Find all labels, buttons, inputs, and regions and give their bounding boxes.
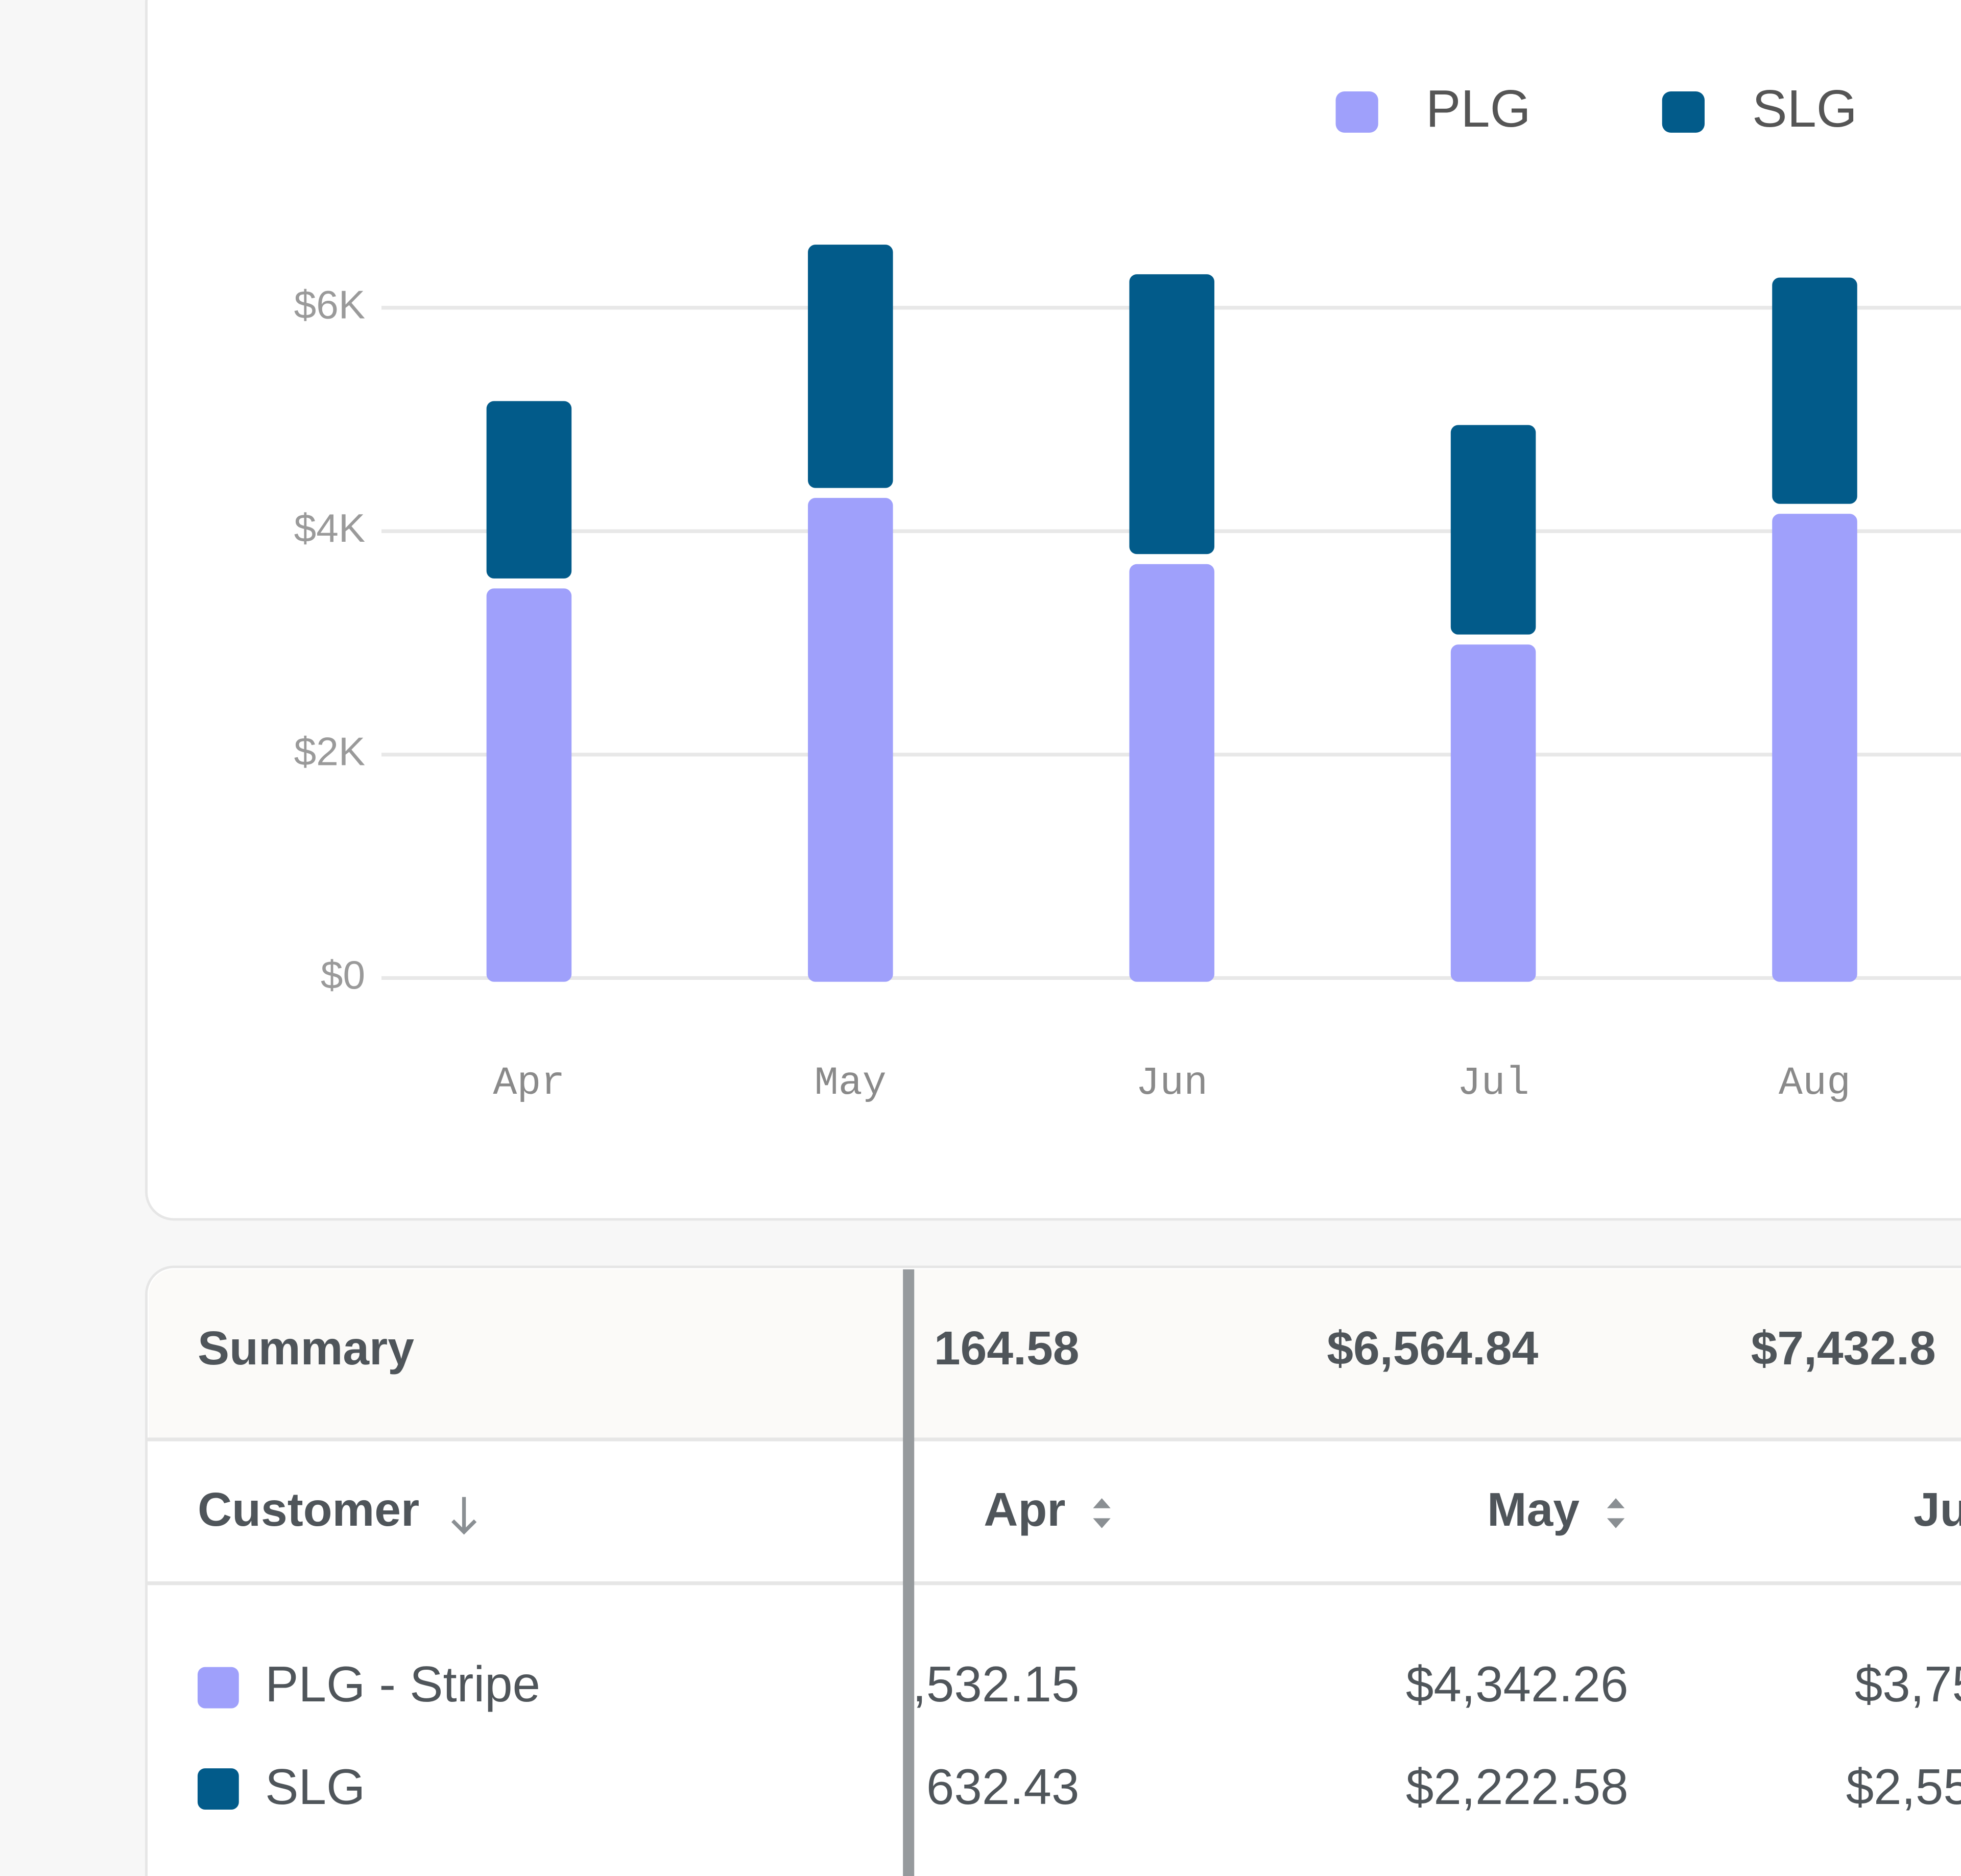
x-tick-label: Aug bbox=[1779, 1061, 1851, 1106]
column-header[interactable]: May bbox=[1487, 1483, 1580, 1536]
sort-icon[interactable] bbox=[1093, 1498, 1111, 1528]
column-divider[interactable] bbox=[903, 1269, 915, 1876]
cell: 632.43 bbox=[926, 1759, 1080, 1815]
column-header[interactable]: Ju bbox=[1914, 1483, 1961, 1536]
chart-card bbox=[145, 0, 1961, 1221]
table: Summary 164.58 $6,564.84 $7,432.8 Custom… bbox=[197, 1321, 1961, 1815]
cell: $3,75 bbox=[1855, 1656, 1961, 1712]
bar-segment bbox=[486, 401, 572, 579]
summary-value: 164.58 bbox=[934, 1321, 1080, 1375]
x-tick-label: Apr bbox=[493, 1061, 565, 1106]
summary-row-bg bbox=[149, 1269, 1961, 1440]
cell: ,532.15 bbox=[913, 1656, 1080, 1712]
y-tick-label: $0 bbox=[321, 952, 365, 997]
column-header[interactable]: Apr bbox=[984, 1483, 1065, 1536]
y-tick-label: $4K bbox=[294, 506, 365, 550]
row-label: PLG - Stripe bbox=[265, 1656, 540, 1712]
bar-segment bbox=[1129, 274, 1214, 555]
chart-area: $0 $2K $4K $6K Apr May Jun Jul Aug PLG SLG bbox=[294, 79, 1961, 1106]
legend-label: SLG bbox=[1752, 79, 1857, 138]
bar-segment bbox=[808, 498, 893, 982]
bar-segment bbox=[1450, 644, 1536, 982]
cell: $4,342.26 bbox=[1406, 1656, 1629, 1712]
bar-segment bbox=[1772, 514, 1857, 982]
row-label: SLG bbox=[265, 1759, 365, 1815]
legend-swatch bbox=[1335, 91, 1378, 133]
legend-label: PLG bbox=[1426, 79, 1531, 138]
column-header[interactable]: Customer bbox=[198, 1483, 419, 1536]
bar-segment bbox=[486, 588, 572, 982]
y-tick-label: $2K bbox=[294, 729, 365, 774]
bar-segment bbox=[808, 245, 893, 488]
y-tick-label: $6K bbox=[294, 282, 365, 327]
bar-segment bbox=[1772, 277, 1857, 504]
row-swatch bbox=[197, 1768, 239, 1810]
legend-swatch bbox=[1662, 91, 1705, 133]
x-tick-label: Jul bbox=[1457, 1061, 1529, 1106]
sort-icon[interactable] bbox=[1607, 1498, 1625, 1528]
bar-segment bbox=[1129, 564, 1214, 982]
summary-value: $6,564.84 bbox=[1327, 1321, 1538, 1375]
x-tick-label: May bbox=[815, 1061, 887, 1106]
sort-icon[interactable] bbox=[451, 1497, 477, 1535]
summary-label: Summary bbox=[198, 1321, 414, 1375]
x-tick-label: Jun bbox=[1136, 1061, 1208, 1106]
cell: $2,55 bbox=[1846, 1759, 1961, 1815]
cell: $2,222.58 bbox=[1406, 1759, 1629, 1815]
summary-value: $7,432.8 bbox=[1751, 1321, 1936, 1375]
row-swatch bbox=[197, 1667, 239, 1709]
bar-segment bbox=[1450, 425, 1536, 635]
